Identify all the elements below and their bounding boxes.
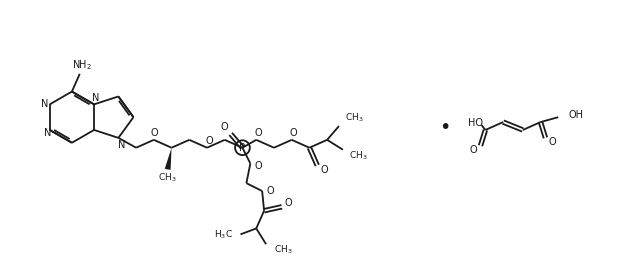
Text: N: N [44,128,51,138]
Text: O: O [290,128,298,138]
Text: P: P [239,143,246,153]
Text: H$_3$C: H$_3$C [214,228,232,241]
Text: CH$_3$: CH$_3$ [274,244,292,256]
Text: N: N [92,94,100,104]
Text: N: N [118,140,125,150]
Text: O: O [548,137,556,147]
Text: OH: OH [568,110,583,120]
Text: CH$_3$: CH$_3$ [349,149,367,162]
Text: •: • [439,117,451,136]
Text: O: O [255,128,262,138]
Text: CH$_3$: CH$_3$ [345,112,364,124]
Text: N: N [41,99,49,109]
Text: O: O [205,136,212,146]
Text: NH$_2$: NH$_2$ [72,58,92,72]
Text: CH$_3$: CH$_3$ [158,172,177,185]
Text: O: O [470,145,477,155]
Text: O: O [285,198,292,208]
Polygon shape [164,148,172,170]
Text: O: O [321,165,328,175]
Text: O: O [266,186,274,196]
Text: O: O [221,122,228,132]
Text: HO: HO [468,118,483,128]
Text: O: O [150,128,157,138]
Text: O: O [255,161,262,171]
